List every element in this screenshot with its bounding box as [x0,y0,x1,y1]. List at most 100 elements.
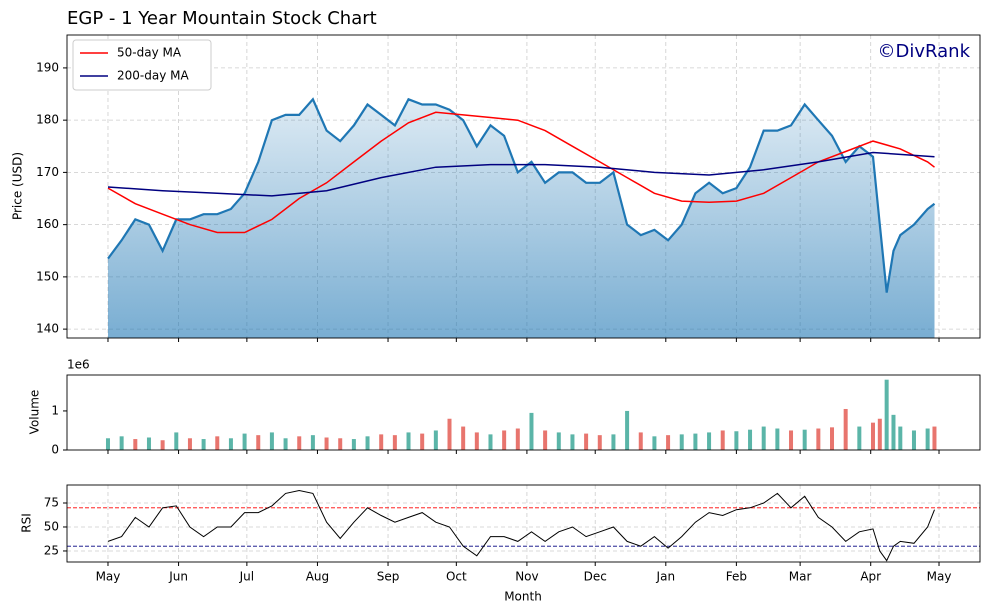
volume-bar [720,430,725,450]
x-axis-label: Month [504,590,542,604]
volume-bar [789,430,794,450]
y-axis-label: Price (USD) [11,152,25,220]
volume-bar [242,433,247,450]
volume-bar [870,422,875,450]
volume-bar [877,418,882,450]
volume-bar [160,440,165,450]
volume-bar [201,439,206,450]
volume-bar [775,428,780,450]
volume-bar [611,434,616,450]
chart-title: EGP - 1 Year Mountain Stock Chart [67,8,377,29]
volume-bar [324,437,329,450]
volume-bar [406,432,411,450]
y-axis-label: Volume [28,390,42,435]
volume-bar [843,408,848,450]
volume-bar [734,431,739,450]
volume-bar [652,436,657,450]
plot-frame [66,34,981,339]
volume-bar [365,436,370,450]
volume-bar [420,433,425,450]
volume-bar [761,426,766,450]
volume-bar [256,435,261,450]
volume-bar [461,426,466,450]
volume-bar [679,434,684,450]
price-line [107,97,936,293]
volume-bar [898,426,903,450]
volume-bar [884,379,889,450]
legend-label: 200-day MA [117,69,189,83]
x-tick-label: Mar [789,570,812,584]
volume-bar [502,430,507,450]
volume-bar [802,429,807,450]
volume-bar [556,432,561,450]
x-tick-label: Nov [515,570,538,584]
y-tick-label: 190 [36,60,59,74]
volume-bar [187,438,192,450]
volume-bar [925,428,930,450]
x-tick-label: May [927,570,952,584]
y-axis-label: RSI [20,513,34,533]
volume-bar [447,418,452,450]
volume-bar [543,430,548,450]
volume-bar [570,434,575,450]
y-tick-label: 150 [36,269,59,283]
watermark: ©DivRank [878,41,971,62]
y-tick-label: 0 [51,443,59,457]
x-tick-label: May [96,570,121,584]
y-tick-label: 140 [36,322,59,336]
x-tick-label: Jul [239,570,254,584]
volume-bar [297,436,302,450]
volume-bar [707,432,712,450]
x-tick-label: Feb [726,570,747,584]
rsi-line [107,489,935,562]
x-tick-label: Sep [377,570,400,584]
volume-bar [119,436,124,450]
volume-bar [932,426,937,450]
volume-bar [597,435,602,450]
x-tick-label: Dec [584,570,607,584]
x-tick-label: Oct [446,570,467,584]
volume-bar [379,434,384,450]
volume-bar [891,414,896,450]
y-tick-label: 160 [36,217,59,231]
y-tick-label: 50 [44,519,59,533]
volume-bar [488,434,493,450]
x-tick-label: Aug [306,570,329,584]
ma-line [107,111,935,234]
volume-bar [816,428,821,450]
y-tick-label: 75 [44,495,59,509]
volume-bar [433,430,438,450]
volume-bar [228,438,233,450]
y-tick-label: 180 [36,113,59,127]
y-tick-label: 1 [51,403,59,417]
volume-bar [748,429,753,450]
volume-bar [830,427,835,450]
volume-bar [133,439,138,450]
y-tick-label: 25 [44,543,59,557]
volume-bar [146,437,151,450]
volume-bar [515,428,520,450]
volume-bar [105,438,110,450]
y-tick-label: 170 [36,165,59,179]
volume-bar [474,432,479,450]
volume-bar [584,433,589,450]
volume-bar [269,432,274,450]
volume-bar [638,432,643,450]
plot-frame [66,374,981,451]
volume-bar [174,432,179,450]
plot-frame [66,484,981,563]
volume-bar [666,435,671,450]
volume-bar [392,435,397,450]
x-tick-label: Jun [168,570,188,584]
volume-bar [338,438,343,450]
volume-bar [215,436,220,450]
volume-bar [857,426,862,450]
volume-bar [529,412,534,450]
offset-label: 1e6 [67,358,90,372]
volume-bar [693,433,698,450]
volume-bar [351,439,356,450]
area-fill [108,99,935,338]
x-tick-label: Apr [860,570,881,584]
volume-bar [911,430,916,450]
